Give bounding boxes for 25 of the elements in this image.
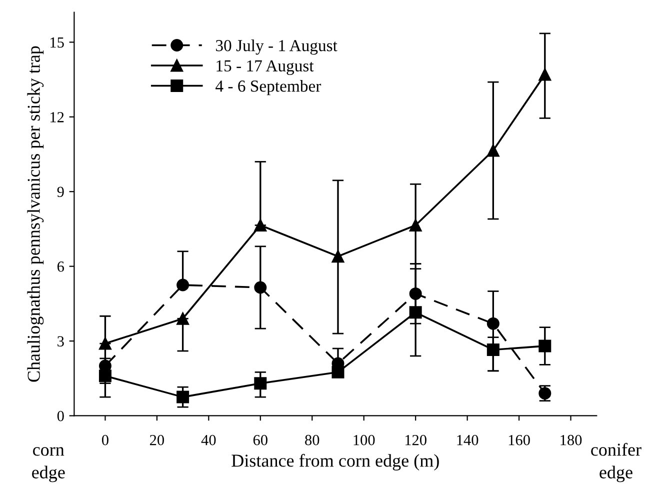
legend-label: 30 July - 1 August [216,40,338,55]
x-tick-label: 40 [201,434,216,446]
x-tick-label: 80 [305,434,320,446]
legend-label: 4 - 6 September [216,80,322,96]
y-tick-label: 0 [57,410,64,422]
x-tick-label: 120 [405,434,426,446]
x-tick-label: 100 [354,434,375,446]
x-tick-label: 60 [253,434,268,446]
text: conifer edge [591,442,642,482]
legend-label: 15 - 17 August [216,60,314,75]
y-tick-label: 15 [50,37,64,48]
point [98,337,112,350]
y-tick-label: 12 [50,112,64,122]
y-tick-label: 9 [57,186,64,198]
x-axis-title: Distance from corn edge (m) [232,454,439,471]
x-tick-label: 180 [560,434,582,446]
x-tick-label: 140 [457,434,478,446]
x-tick-label: 160 [508,434,530,446]
y-tick-label: 3 [58,336,64,346]
y-axis-title: Chauliognathus pennsylvanicus per sticky trap [27,46,44,382]
x-tick-label: 20 [150,434,164,446]
point [332,366,344,378]
y-tick-label: 6 [57,262,64,272]
x-tick-label: 0 [102,434,108,446]
text: corn edge [32,447,65,482]
